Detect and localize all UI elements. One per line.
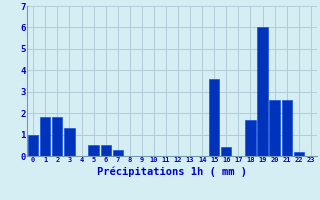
Bar	[100, 145, 111, 156]
Bar	[245, 120, 256, 156]
Bar	[282, 100, 292, 156]
Bar	[257, 27, 268, 156]
Bar	[28, 135, 38, 156]
Bar	[269, 100, 280, 156]
Bar	[293, 152, 304, 156]
X-axis label: Précipitations 1h ( mm ): Précipitations 1h ( mm )	[97, 166, 247, 177]
Bar	[209, 79, 220, 156]
Bar	[64, 128, 75, 156]
Bar	[113, 150, 123, 156]
Bar	[40, 117, 51, 156]
Bar	[221, 147, 231, 156]
Bar	[52, 117, 62, 156]
Bar	[88, 145, 99, 156]
